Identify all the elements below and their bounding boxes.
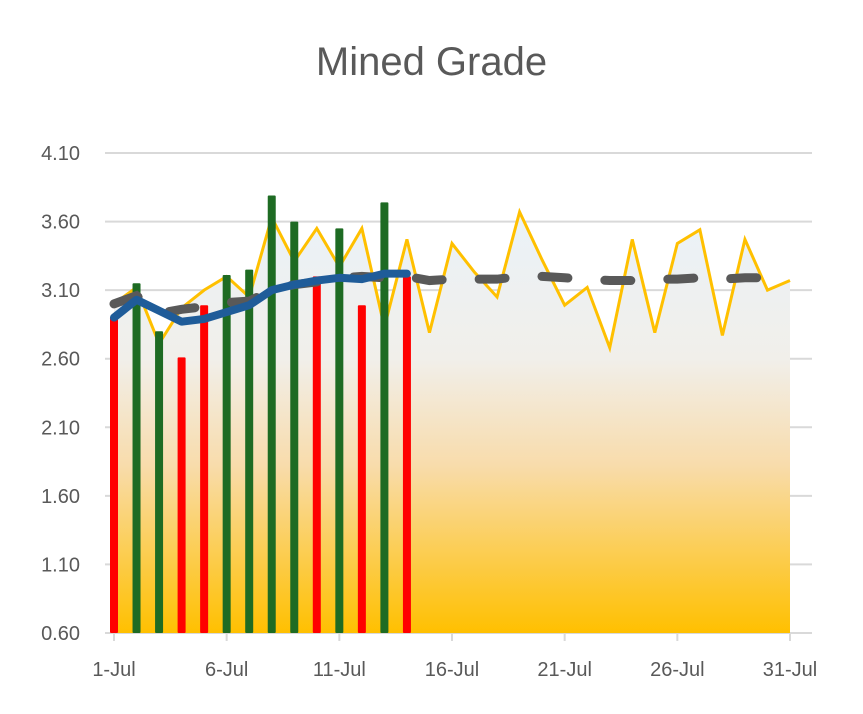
x-tick-label: 1-Jul	[92, 659, 135, 681]
bar	[132, 283, 141, 633]
area-fill	[114, 211, 790, 633]
bar	[380, 202, 389, 633]
y-tick-label: 2.10	[41, 417, 80, 439]
target-line	[109, 271, 795, 319]
bar	[155, 331, 164, 633]
x-tick-label: 16-Jul	[425, 659, 479, 681]
y-tick-label: 1.10	[41, 554, 80, 576]
bar	[110, 317, 118, 633]
x-tick-label: 21-Jul	[537, 659, 591, 681]
x-tick-label: 26-Jul	[650, 659, 704, 681]
x-tick-label: 11-Jul	[313, 659, 366, 681]
bar	[222, 275, 231, 633]
chart-title: Mined Grade	[315, 40, 548, 84]
bar	[200, 305, 209, 633]
bar	[402, 276, 411, 633]
y-tick-label: 3.60	[41, 212, 80, 234]
x-tick-label: 31-Jul	[763, 659, 817, 681]
bar	[177, 357, 186, 633]
bar	[290, 221, 299, 634]
bar	[312, 276, 321, 633]
bar	[267, 195, 276, 633]
y-tick-label: 0.60	[41, 623, 80, 645]
bar	[357, 305, 366, 633]
y-tick-label: 1.60	[41, 486, 80, 508]
bar	[335, 228, 344, 633]
y-tick-label: 2.60	[41, 349, 80, 371]
y-tick-label: 4.10	[41, 143, 80, 165]
cumulative-average-line	[110, 269, 411, 326]
y-tick-label: 3.10	[41, 280, 80, 302]
bar	[245, 269, 254, 633]
x-tick-label: 6-Jul	[205, 659, 248, 681]
